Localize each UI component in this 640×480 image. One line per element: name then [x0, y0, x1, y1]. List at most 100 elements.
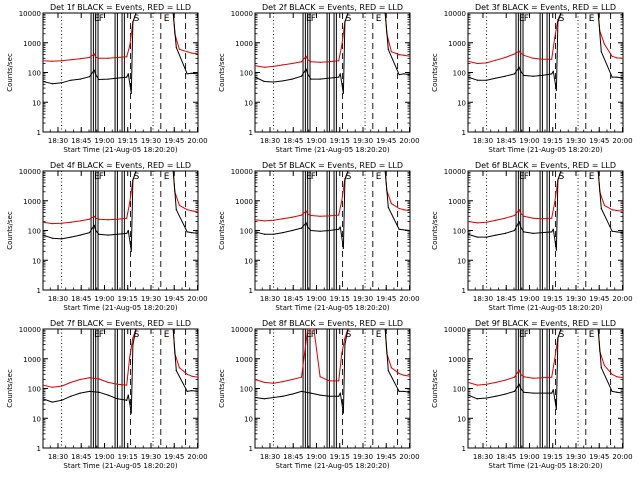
lld-data-point: [554, 358, 556, 360]
y-tick-label: 10: [32, 415, 41, 423]
events-data-point: [263, 233, 265, 235]
lld-data-point: [520, 52, 522, 54]
x-tick-label: 18:45: [283, 295, 303, 303]
events-data-point: [79, 78, 81, 80]
events-data-point: [579, 13, 581, 14]
event-marker-label: S: [346, 330, 352, 340]
lld-data-point: [107, 381, 109, 384]
lld-data-point: [126, 217, 128, 219]
lld-data-point: [520, 212, 522, 214]
lld-data-point: [403, 54, 405, 56]
lld-data-point: [523, 54, 525, 56]
x-axis-label: Start Time (21-Aug-05 18:20:20): [488, 304, 602, 312]
lld-data-point: [291, 378, 293, 381]
events-data-point: [347, 13, 349, 14]
lld-data-point: [307, 329, 309, 330]
events-data-point: [387, 369, 389, 372]
events-data-point: [344, 343, 346, 346]
lld-data-point: [403, 209, 405, 211]
events-rate-line: [43, 13, 198, 94]
panel-title: Det 4f BLACK = Events, RED = LLD: [50, 161, 191, 170]
lld-rate-line: [468, 329, 623, 386]
lld-data-point: [338, 380, 340, 382]
events-data-point: [622, 77, 623, 79]
y-axis-label: Counts/sec: [431, 369, 439, 408]
lld-data-point: [255, 219, 256, 221]
events-data-point: [387, 48, 389, 50]
y-tick-label: 10: [244, 257, 253, 265]
events-data-point: [144, 13, 146, 14]
x-tick-label: 18:30: [473, 453, 493, 461]
events-data-point: [518, 66, 520, 68]
events-data-point: [468, 394, 469, 396]
events-data-point: [520, 387, 522, 390]
events-data-point: [328, 395, 330, 397]
y-tick-label: 10: [457, 257, 466, 265]
series-group: [468, 171, 623, 251]
lld-data-point: [129, 201, 131, 203]
y-tick-label: 100: [28, 228, 41, 236]
events-data-point: [51, 401, 53, 403]
lld-data-point: [51, 60, 53, 62]
lld-data-point: [282, 381, 284, 383]
x-axis-label: Start Time (21-Aug-05 18:20:20): [275, 146, 389, 154]
event-marker-label: E: [94, 14, 100, 24]
events-data-point: [107, 78, 109, 80]
events-data-point: [551, 73, 553, 75]
events-data-point: [468, 76, 469, 78]
events-data-point: [319, 230, 321, 232]
lld-data-point: [191, 375, 193, 377]
events-data-point: [282, 231, 284, 234]
lld-data-point: [328, 380, 330, 382]
x-tick-label: 20:00: [399, 137, 419, 145]
events-data-point: [398, 390, 400, 392]
x-tick-label: 19:00: [519, 453, 539, 461]
lld-data-point: [504, 217, 506, 219]
lld-data-point: [186, 373, 188, 375]
lld-data-point: [622, 210, 623, 212]
events-data-point: [495, 77, 497, 79]
lld-rate-line: [468, 13, 623, 64]
events-data-point: [175, 209, 177, 211]
events-data-point: [541, 392, 544, 394]
lld-data-point: [338, 60, 340, 62]
events-data-point: [597, 329, 599, 330]
y-tick-label: 1: [249, 287, 253, 295]
x-tick-label: 19:30: [353, 137, 373, 145]
events-data-point: [107, 234, 109, 236]
x-tick-label: 19:15: [543, 295, 563, 303]
event-marker-label: E: [519, 172, 525, 182]
lld-data-point: [307, 59, 309, 61]
series-group: [255, 329, 410, 414]
lld-data-point: [622, 57, 623, 59]
lld-data-point: [305, 55, 307, 57]
events-data-point: [197, 232, 198, 234]
event-marker-label: F: [524, 330, 529, 340]
events-data-point: [95, 73, 97, 76]
panel-title: Det 6f BLACK = Events, RED = LLD: [475, 161, 616, 170]
lld-data-point: [338, 214, 340, 216]
lld-data-point: [116, 383, 118, 385]
events-data-point: [255, 76, 256, 78]
lld-data-point: [398, 207, 400, 210]
lld-data-point: [616, 376, 618, 378]
lld-data-point: [132, 337, 134, 339]
lld-data-point: [291, 62, 293, 65]
events-data-point: [300, 75, 303, 77]
y-tick-label: 1: [249, 445, 253, 453]
events-data-point: [476, 79, 478, 81]
y-tick-label: 1: [37, 287, 41, 295]
events-data-point: [555, 408, 557, 410]
lld-data-point: [255, 378, 256, 381]
lld-data-point: [88, 377, 91, 379]
events-data-point: [61, 399, 63, 401]
event-marker-label: E: [589, 330, 595, 340]
lld-data-point: [88, 218, 91, 220]
events-data-point: [344, 179, 346, 181]
events-data-point: [591, 329, 593, 330]
events-data-point: [342, 247, 344, 250]
events-data-point: [191, 72, 193, 74]
x-tick-label: 19:45: [589, 295, 609, 303]
panel-title: Det 2f BLACK = Events, RED = LLD: [262, 3, 403, 12]
x-tick-label: 19:00: [94, 295, 114, 303]
